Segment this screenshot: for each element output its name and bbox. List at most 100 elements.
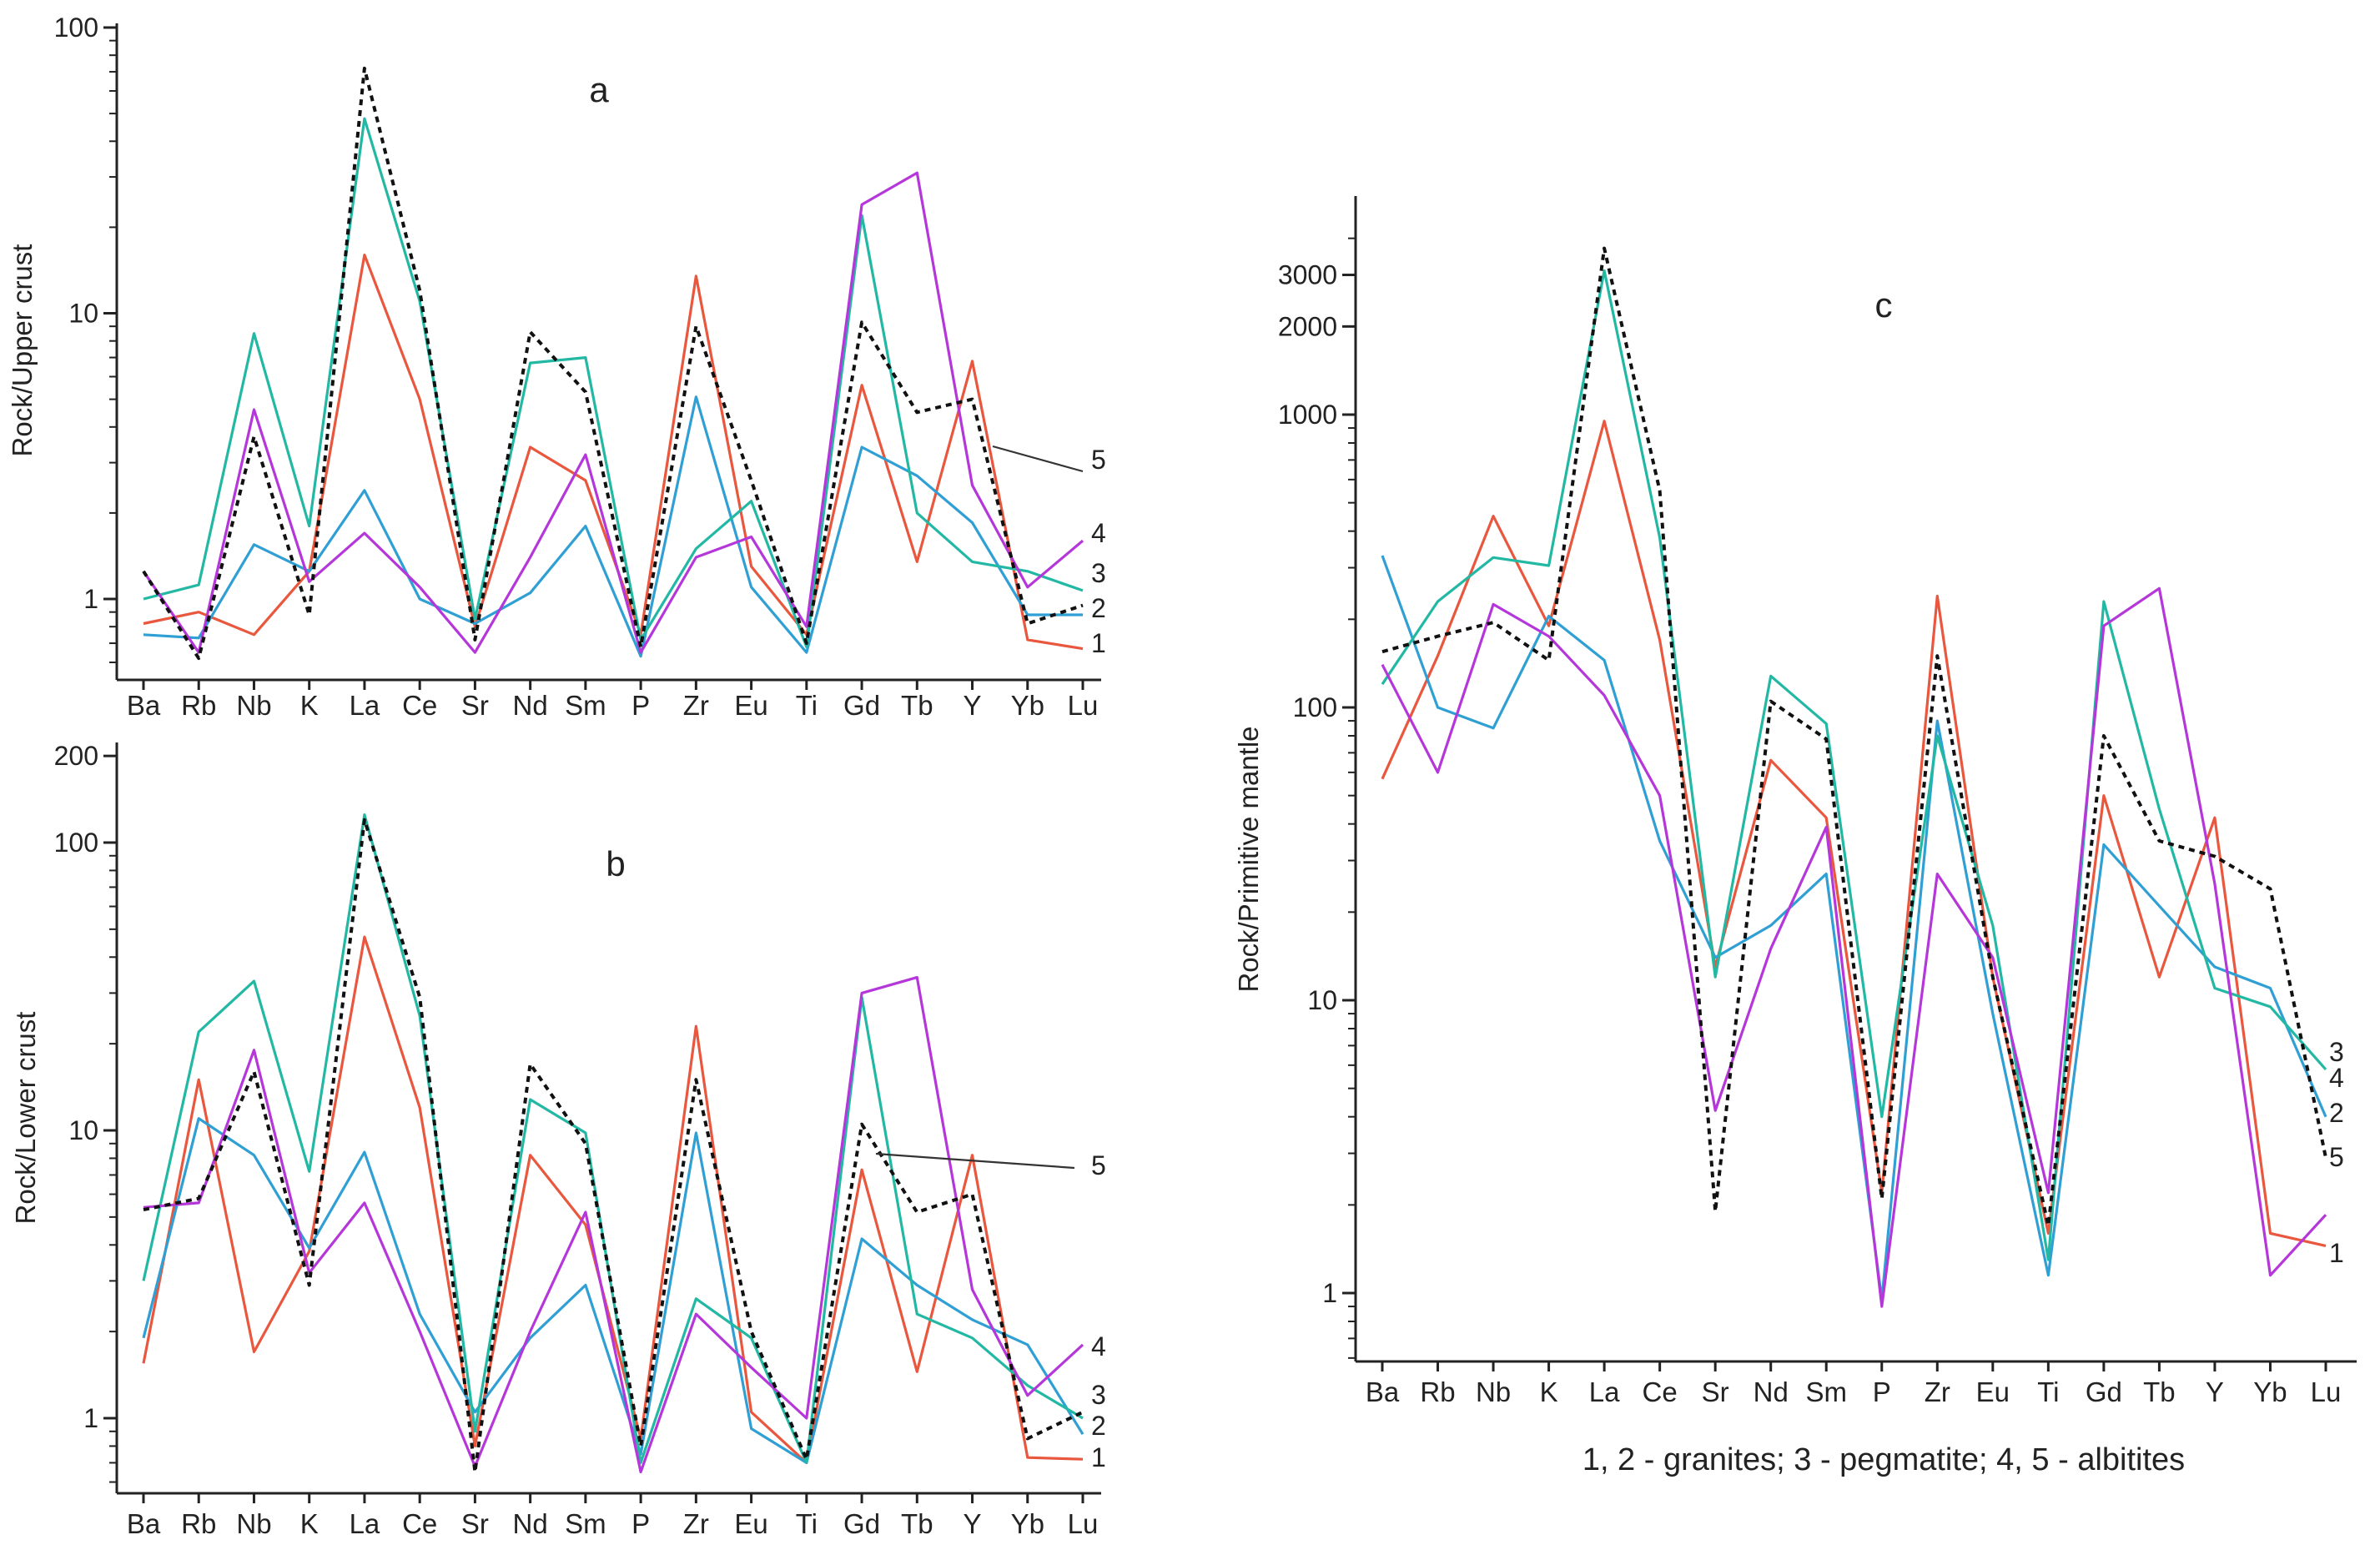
- x-tick-label: Ba: [127, 690, 161, 721]
- x-tick-label: Y: [964, 1508, 982, 1539]
- y-tick-label: 100: [1293, 692, 1337, 722]
- x-tick-label: K: [300, 690, 319, 721]
- y-tick-label: 1: [83, 1403, 98, 1433]
- panel-letter: c: [1875, 285, 1893, 325]
- y-tick-label: 1000: [1278, 400, 1337, 430]
- y-tick-label: 2000: [1278, 311, 1337, 341]
- x-tick-label: Eu: [734, 1508, 767, 1539]
- y-tick-label: 10: [68, 1115, 98, 1145]
- series-label-4: 4: [2329, 1063, 2344, 1093]
- x-tick-label: Gd: [2086, 1376, 2122, 1407]
- series-label-5: 5: [1091, 445, 1106, 475]
- leader-line-5: [992, 445, 1084, 473]
- x-tick-label: Lu: [1068, 1508, 1099, 1539]
- y-axis-title: Rock/Lower crust: [10, 1012, 41, 1225]
- x-tick-label: Zr: [683, 690, 709, 721]
- series-label-2: 2: [1091, 593, 1106, 623]
- x-tick-label: La: [1589, 1376, 1620, 1407]
- series-label-1: 1: [2329, 1238, 2344, 1268]
- x-tick-label: Sm: [1805, 1376, 1847, 1407]
- x-tick-label: Y: [2206, 1376, 2224, 1407]
- y-tick-label: 1: [83, 584, 98, 614]
- series-line-4: [1381, 586, 2327, 1308]
- series-line-1: [142, 935, 1084, 1465]
- series-line-2: [1381, 555, 2327, 1301]
- x-tick-label: Tb: [901, 1508, 933, 1539]
- y-tick-label: 100: [54, 13, 98, 43]
- x-tick-label: K: [1540, 1376, 1558, 1407]
- x-tick-label: K: [300, 1508, 319, 1539]
- x-tick-label: Ti: [2037, 1376, 2059, 1407]
- chart-panel-a: Ba Rb Nb K La Ce Sr Nd Sm P Zr Eu Ti Gd Tb Y Yb Lu 1 10 100 R…: [7, 13, 1106, 721]
- series-line-5: [142, 66, 1084, 661]
- series-label-4: 4: [1091, 1331, 1106, 1361]
- x-tick-label: Rb: [1420, 1376, 1455, 1407]
- x-tick-label: Eu: [734, 690, 767, 721]
- x-tick-label: Y: [964, 690, 982, 721]
- series-label-4: 4: [1091, 518, 1106, 548]
- x-tick-label: La: [350, 690, 380, 721]
- series-line-2: [143, 395, 1083, 658]
- series-line-5: [143, 818, 1084, 1474]
- x-tick-label: Eu: [1976, 1376, 2010, 1407]
- series-label-2: 2: [2329, 1098, 2344, 1128]
- x-tick-label: Ti: [796, 1508, 818, 1539]
- x-tick-label: Tb: [901, 690, 933, 721]
- x-tick-label: Lu: [1068, 690, 1099, 721]
- y-tick-label: 100: [54, 828, 98, 858]
- x-tick-label: Gd: [843, 1508, 880, 1539]
- y-axis-title: Rock/Primitive mantle: [1233, 726, 1264, 992]
- x-tick-label: Ce: [402, 690, 437, 721]
- y-tick-label: 1: [1322, 1278, 1337, 1308]
- x-tick-label: Nd: [513, 1508, 548, 1539]
- x-tick-label: Nb: [236, 690, 271, 721]
- x-tick-label: Rb: [181, 690, 216, 721]
- series-line-4: [142, 171, 1084, 654]
- x-tick-label: Yb: [2253, 1376, 2287, 1407]
- x-tick-label: Sm: [565, 690, 606, 721]
- series-label-1: 1: [1091, 1442, 1106, 1472]
- series-label-2: 2: [1091, 1411, 1106, 1441]
- x-tick-label: Nb: [1476, 1376, 1511, 1407]
- series-label-1: 1: [1091, 628, 1106, 658]
- x-tick-label: Lu: [2311, 1376, 2342, 1407]
- x-tick-label: Tb: [2143, 1376, 2176, 1407]
- x-tick-label: Sr: [461, 1508, 489, 1539]
- x-tick-label: Nb: [236, 1508, 271, 1539]
- leader-line-5: [875, 1152, 1075, 1170]
- series-line-4: [143, 975, 1084, 1474]
- series-line-1: [1381, 420, 2327, 1247]
- chart-panel-b: Ba Rb Nb K La Ce Sr Nd Sm P Zr Eu Ti Gd Tb Y Yb Lu 1 10 100 2…: [10, 741, 1106, 1539]
- x-tick-label: Ce: [1643, 1376, 1678, 1407]
- series-line-5: [1381, 246, 2327, 1228]
- x-tick-label: Zr: [683, 1508, 709, 1539]
- x-tick-label: Ti: [796, 690, 818, 721]
- x-tick-label: Yb: [1011, 1508, 1044, 1539]
- y-tick-label: 3000: [1278, 260, 1337, 290]
- panel-letter: a: [589, 70, 609, 109]
- series-label-3: 3: [2329, 1037, 2344, 1067]
- series-label-5: 5: [2329, 1142, 2344, 1172]
- x-tick-label: Nd: [513, 690, 548, 721]
- x-tick-label: Yb: [1011, 690, 1044, 721]
- x-tick-label: P: [631, 1508, 650, 1539]
- y-tick-label: 200: [54, 741, 98, 771]
- x-tick-label: Sr: [461, 690, 489, 721]
- x-tick-label: Zr: [1925, 1376, 1950, 1407]
- y-tick-label: 10: [1307, 985, 1337, 1015]
- series-label-3: 3: [1091, 1380, 1106, 1410]
- chart-panel-c: Ba Rb Nb K La Ce Sr Nd Sm P Zr Eu Ti Gd Tb Y Yb Lu 1 10 100 1…: [1233, 196, 2357, 1407]
- x-tick-label: Ce: [402, 1508, 437, 1539]
- x-tick-label: P: [1873, 1376, 1891, 1407]
- x-tick-label: Ba: [127, 1508, 161, 1539]
- x-tick-label: Sr: [1702, 1376, 1729, 1407]
- x-tick-label: Ba: [1366, 1376, 1400, 1407]
- y-tick-label: 10: [68, 299, 98, 329]
- legend-caption: 1, 2 - granites; 3 - pegmatite; 4, 5 - a…: [1582, 1442, 2185, 1477]
- x-tick-label: P: [631, 690, 650, 721]
- panel-letter: b: [606, 844, 625, 883]
- x-tick-label: Sm: [565, 1508, 606, 1539]
- x-tick-label: La: [350, 1508, 380, 1539]
- x-tick-label: Rb: [181, 1508, 216, 1539]
